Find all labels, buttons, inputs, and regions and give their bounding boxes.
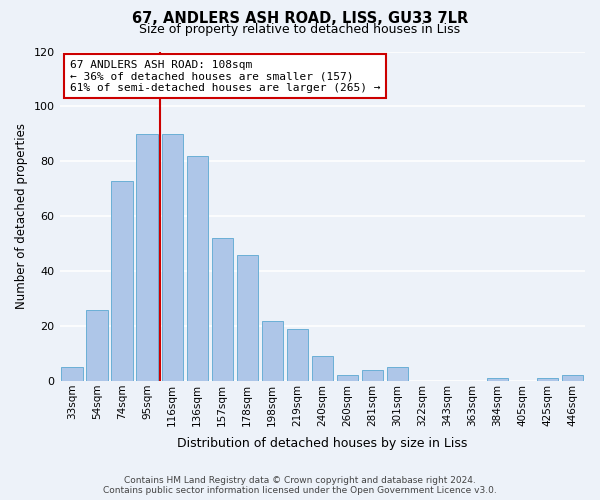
Bar	[487, 378, 508, 381]
Bar	[187, 156, 208, 381]
Bar	[86, 310, 108, 381]
Text: 67, ANDLERS ASH ROAD, LISS, GU33 7LR: 67, ANDLERS ASH ROAD, LISS, GU33 7LR	[132, 11, 468, 26]
Bar	[337, 376, 358, 381]
Bar	[287, 329, 308, 381]
Bar	[362, 370, 383, 381]
Bar	[136, 134, 158, 381]
Text: Size of property relative to detached houses in Liss: Size of property relative to detached ho…	[139, 22, 461, 36]
Bar	[562, 376, 583, 381]
Bar	[61, 368, 83, 381]
Bar	[311, 356, 333, 381]
Bar	[161, 134, 183, 381]
Bar	[212, 238, 233, 381]
Bar	[112, 180, 133, 381]
X-axis label: Distribution of detached houses by size in Liss: Distribution of detached houses by size …	[177, 437, 467, 450]
Bar	[262, 320, 283, 381]
Text: 67 ANDLERS ASH ROAD: 108sqm
← 36% of detached houses are smaller (157)
61% of se: 67 ANDLERS ASH ROAD: 108sqm ← 36% of det…	[70, 60, 380, 93]
Text: Contains HM Land Registry data © Crown copyright and database right 2024.
Contai: Contains HM Land Registry data © Crown c…	[103, 476, 497, 495]
Bar	[387, 368, 408, 381]
Y-axis label: Number of detached properties: Number of detached properties	[15, 123, 28, 309]
Bar	[236, 254, 258, 381]
Bar	[537, 378, 558, 381]
